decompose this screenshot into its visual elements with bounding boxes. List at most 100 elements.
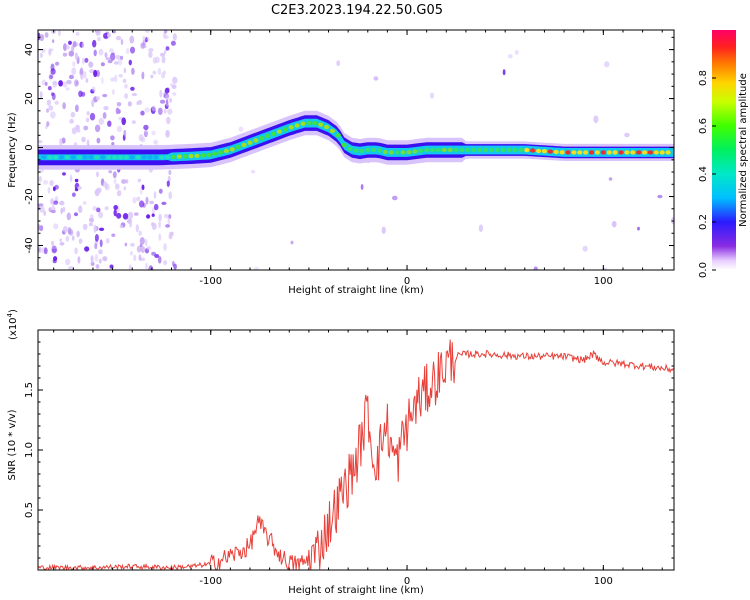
noise-dot [140, 246, 146, 253]
ridge-core-dot [524, 147, 530, 153]
noise-dot [171, 84, 177, 89]
noise-dot [76, 230, 80, 238]
noise-dot [146, 37, 150, 41]
ridge-core-dot [636, 150, 642, 155]
noise-dot [163, 260, 168, 266]
ridge-core-dot [188, 153, 194, 159]
noise-dot [611, 221, 617, 228]
noise-dot [100, 62, 105, 67]
ridge-core-dot [665, 150, 671, 155]
ridge-core-dot [424, 147, 430, 153]
ridge-core-dot [488, 147, 494, 153]
noise-dot [83, 125, 89, 131]
ridge-core-dot [359, 148, 365, 154]
ridge-core-dot [194, 153, 200, 158]
noise-dot [43, 210, 46, 216]
noise-dot [82, 223, 88, 231]
noise-dot [39, 91, 43, 99]
snr-exponent-power: 4 [6, 312, 14, 317]
noise-dot [129, 221, 132, 228]
noise-dot [148, 51, 153, 58]
ridge-core-dot [471, 147, 477, 153]
noise-dot [167, 217, 171, 225]
noise-dot [104, 52, 108, 58]
noise-dot [46, 108, 49, 113]
noise-dot [163, 35, 169, 39]
noise-dot [164, 87, 170, 94]
noise-dot [603, 267, 607, 270]
noise-dot [92, 39, 97, 48]
noise-dot [98, 249, 103, 255]
ridge-core-dot [594, 150, 601, 155]
ridge-core-dot [536, 148, 542, 154]
noise-dot [134, 212, 139, 216]
spectrogram-x-ticks: -100 0 100 [53, 30, 663, 287]
noise-dot [140, 42, 145, 49]
noise-dot [336, 60, 341, 67]
noise-dot [131, 67, 135, 75]
ridge-core-dot [347, 146, 353, 151]
noise-dot [582, 245, 588, 252]
noise-dot [165, 129, 170, 138]
ridge-core-dot [506, 147, 512, 153]
noise-dot [108, 170, 113, 174]
ridge-core-dot [618, 150, 624, 155]
noise-dot [102, 93, 108, 98]
ridge-core-dot [441, 147, 447, 153]
ridge-core-dot [259, 136, 265, 141]
noise-dot [172, 33, 177, 41]
noise-dot [141, 71, 145, 80]
noise-dot [145, 30, 150, 33]
noise-dot [168, 191, 172, 200]
noise-dot [608, 177, 613, 181]
colorbar-ticks: 0.0 0.2 0.4 0.6 0.8 [698, 70, 716, 278]
noise-dot [124, 242, 128, 247]
snr-panel: -100 0 100 0.5 1.0 1.5 Height of straight li… [6, 309, 675, 596]
noise-dot [74, 52, 78, 60]
noise-dot [116, 125, 122, 133]
noise-dot [130, 251, 133, 256]
ridge-core-dot [541, 149, 548, 154]
noise-dot [128, 59, 132, 66]
noise-dot [123, 67, 127, 74]
noise-dot [96, 137, 101, 144]
noise-dot [107, 33, 111, 38]
y-tick-label: 40 [24, 43, 35, 56]
snr-y-label: SNR (10 * v/v) [7, 409, 18, 480]
noise-dot [43, 179, 48, 185]
noise-dot [75, 104, 79, 113]
noise-dot [113, 178, 117, 185]
noise-dot [62, 225, 68, 233]
ridge-core-dot [589, 150, 595, 155]
colorbar-tick-label: 0.6 [698, 118, 709, 134]
noise-dot [50, 198, 54, 205]
y-tick-label: 1.5 [24, 382, 35, 398]
noise-dot [118, 74, 123, 78]
noise-dot [161, 72, 166, 79]
ridge-core-dot [59, 155, 65, 160]
noise-dot [115, 183, 120, 190]
noise-dot [107, 120, 112, 127]
ridge-core-dot [206, 152, 212, 158]
noise-dot [98, 211, 104, 219]
ridge-core-dot [341, 142, 347, 148]
noise-dot [103, 32, 109, 39]
noise-dot [112, 89, 115, 95]
noise-dot [127, 101, 132, 107]
noise-dot [360, 184, 364, 190]
noise-dot [158, 220, 162, 229]
noise-dot [251, 169, 256, 174]
ridge-core-dot [477, 147, 483, 153]
noise-dot [116, 212, 122, 219]
ridge-core-dot [547, 149, 553, 154]
noise-dot [131, 92, 138, 97]
ridge-core-dot [324, 124, 330, 130]
noise-dot [68, 74, 74, 80]
spectrogram-x-label: Height of straight line (km) [288, 285, 424, 296]
noise-dot [111, 233, 116, 237]
noise-dot [170, 40, 176, 46]
noise-dot [157, 67, 162, 75]
noise-dot [163, 243, 167, 252]
ridge-core-dot [94, 155, 100, 160]
